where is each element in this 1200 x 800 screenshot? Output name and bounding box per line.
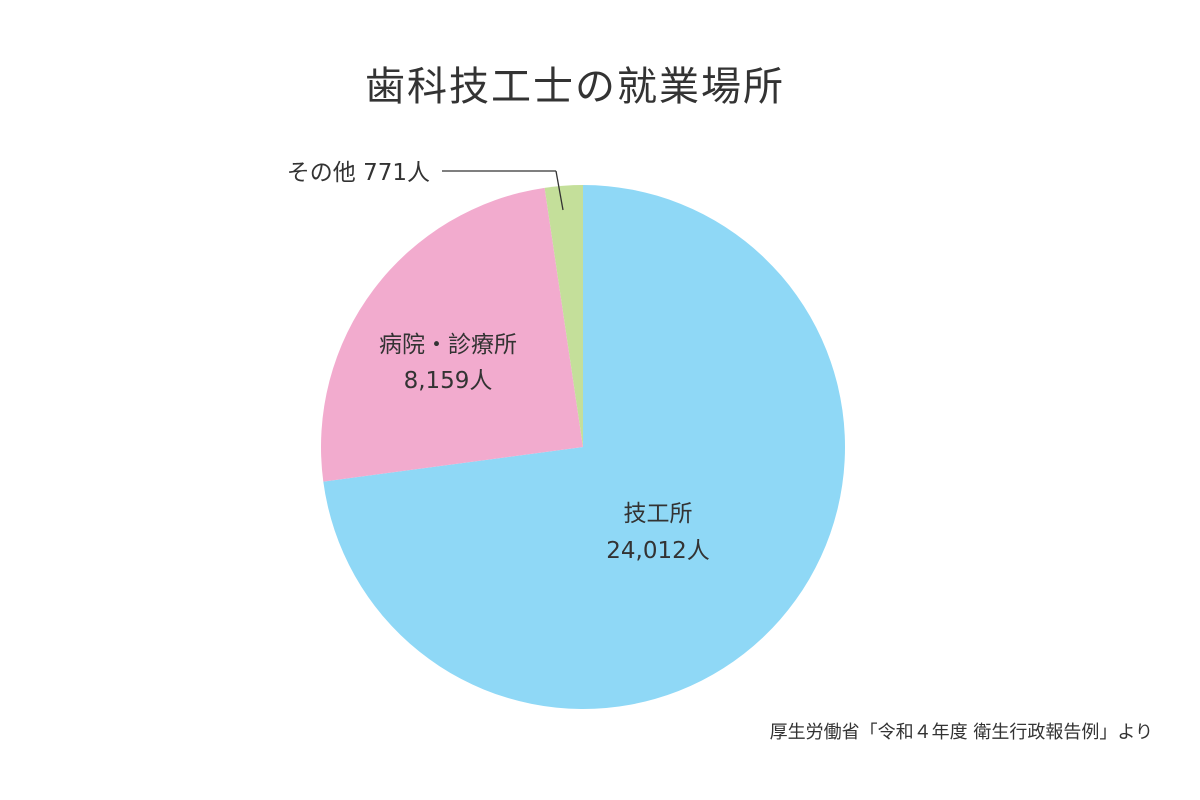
hospital-clinic-name-label: 病院・診療所 <box>379 332 517 358</box>
other-leader-line-vertical <box>555 170 564 211</box>
chart-title: 歯科技工士の就業場所 <box>365 64 785 110</box>
source-note: 厚生労働省「令和４年度 衛生行政報告例」より <box>770 722 1153 743</box>
pie-slices <box>321 185 846 709</box>
lab-name-label: 技工所 <box>624 501 693 527</box>
slice-hospital-clinic <box>321 187 583 482</box>
lab-value-label: 24,012人 <box>606 538 709 564</box>
hospital-clinic-value-label: 8,159人 <box>404 368 493 394</box>
slice-lab <box>323 185 846 709</box>
slice-other <box>544 185 583 447</box>
other-label: その他 771人 <box>287 160 430 186</box>
